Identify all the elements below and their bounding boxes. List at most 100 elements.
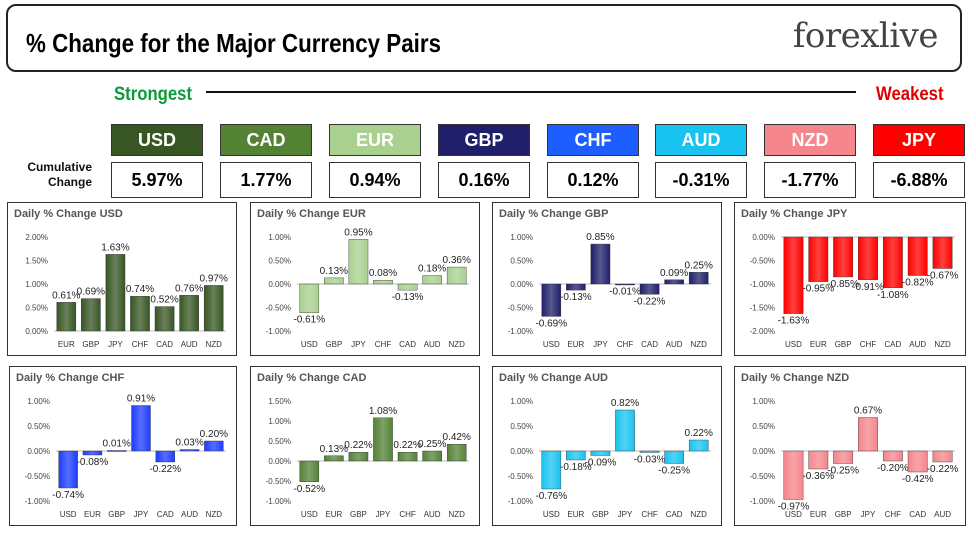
bar-aud <box>932 450 953 463</box>
cumulative-change-label: Cumulative Change <box>10 160 92 190</box>
x-tick-label: AUD <box>181 340 198 349</box>
y-tick-label: -0.50% <box>25 472 50 481</box>
data-label: 0.08% <box>369 268 397 279</box>
bar-jpy <box>615 409 635 452</box>
data-label: -0.42% <box>902 474 934 485</box>
data-label: -0.85% <box>827 279 859 290</box>
bar-usd <box>783 450 804 500</box>
bar-usd <box>783 236 804 314</box>
bar-cad <box>154 306 175 332</box>
data-label: -0.22% <box>927 464 959 475</box>
data-label: 0.82% <box>611 398 639 409</box>
bar-cad <box>639 283 660 295</box>
bar-aud <box>422 450 442 462</box>
y-tick-label: -0.50% <box>266 304 291 313</box>
x-tick-label: AUD <box>424 510 441 519</box>
chart-title: Daily % Change CHF <box>16 372 125 384</box>
data-label: -0.13% <box>560 292 592 303</box>
x-tick-label: EUR <box>325 510 342 519</box>
y-tick-label: -1.00% <box>508 327 533 336</box>
data-label: 0.42% <box>443 432 471 443</box>
x-tick-label: USD <box>60 510 77 519</box>
x-tick-label: CAD <box>884 340 901 349</box>
bar-usd <box>541 283 562 317</box>
x-tick-label: NZD <box>934 340 951 349</box>
y-tick-label: 0.00% <box>752 233 775 242</box>
data-label: -0.22% <box>634 296 666 307</box>
bar-eur <box>324 455 344 462</box>
bar-nzd <box>203 285 224 332</box>
data-label: -0.61% <box>293 315 325 326</box>
y-tick-label: -0.50% <box>508 304 533 313</box>
chart-panel-nzd: -1.00% -0.50% 0.00% 0.50% 1.00% -0.97% USD -0.3… <box>734 366 966 526</box>
x-tick-label: CHF <box>885 510 902 519</box>
data-label: -0.13% <box>392 292 424 303</box>
bar-jpy <box>590 243 611 285</box>
bar-eur <box>566 283 586 291</box>
bar-usd <box>541 450 562 490</box>
x-tick-label: AUD <box>666 340 683 349</box>
page-title: % Change for the Major Currency Pairs <box>26 28 442 58</box>
data-label: -0.69% <box>535 318 567 329</box>
x-tick-label: NZD <box>448 340 465 349</box>
bar-gbp <box>348 451 369 462</box>
x-tick-label: GBP <box>835 340 852 349</box>
x-tick-label: USD <box>785 340 802 349</box>
cumulative-label-line2: Change <box>47 175 92 189</box>
chart-title: Daily % Change AUD <box>499 372 609 384</box>
weakest-label: Weakest <box>876 84 944 105</box>
data-label: 0.01% <box>103 439 131 450</box>
data-label: 0.36% <box>443 255 471 266</box>
chart-panel-aud: -1.00% -0.50% 0.00% 0.50% 1.00% -0.76% USD -0.1… <box>492 366 722 526</box>
bar-eur <box>56 302 77 332</box>
bar-chart-svg: -1.00% -0.50% 0.00% 0.50% 1.00% -0.69% USD -0.1… <box>508 232 713 349</box>
data-label: -0.97% <box>778 502 810 513</box>
data-label: 1.63% <box>101 242 129 253</box>
data-label: 0.85% <box>586 232 614 243</box>
strength-scale-line <box>206 91 856 93</box>
bar-eur <box>808 450 829 470</box>
data-label: 0.91% <box>127 394 155 405</box>
y-tick-label: 0.00% <box>27 447 50 456</box>
bar-nzd <box>688 272 709 285</box>
y-tick-label: -2.00% <box>750 327 775 336</box>
bar-gbp <box>107 450 127 452</box>
chart-title: Daily % Change USD <box>14 208 123 220</box>
bar-usd <box>299 283 320 313</box>
y-tick-label: -0.50% <box>750 472 775 481</box>
cumulative-value: -0.31% <box>655 162 747 198</box>
x-tick-label: USD <box>543 340 560 349</box>
y-tick-label: -1.00% <box>25 497 50 506</box>
strongest-label: Strongest <box>114 84 193 105</box>
data-label: -0.52% <box>293 484 325 495</box>
data-label: 0.09% <box>660 268 688 279</box>
bar-aud <box>179 295 199 332</box>
bar-cad <box>397 283 418 291</box>
x-tick-label: EUR <box>58 340 75 349</box>
x-tick-label: NZD <box>448 510 465 519</box>
data-label: 0.95% <box>344 227 372 238</box>
data-label: 0.52% <box>150 295 178 306</box>
bar-nzd <box>204 440 224 452</box>
x-tick-label: GBP <box>325 340 342 349</box>
y-tick-label: 0.00% <box>268 280 291 289</box>
x-tick-label: NZD <box>690 510 707 519</box>
cumulative-value: -6.88% <box>873 162 965 198</box>
chart-title: Daily % Change NZD <box>741 372 850 384</box>
data-label: -0.91% <box>852 282 884 293</box>
currency-box-usd: USD 5.97% <box>111 124 203 198</box>
logo-text: forexlive <box>792 16 939 56</box>
y-tick-label: -1.00% <box>508 497 533 506</box>
data-label: 0.61% <box>52 290 80 301</box>
currency-code: CAD <box>220 124 312 156</box>
y-tick-label: 0.50% <box>268 257 291 266</box>
bar-chart-svg: -1.00% -0.50% 0.00% 0.50% 1.00% -0.76% USD -0.1… <box>508 397 713 519</box>
y-tick-label: 1.00% <box>268 233 291 242</box>
cumulative-value: 0.12% <box>547 162 639 198</box>
y-tick-label: -1.00% <box>750 280 775 289</box>
data-label: -0.08% <box>77 457 109 468</box>
data-label: 1.08% <box>369 406 397 417</box>
y-tick-label: 1.00% <box>510 397 533 406</box>
chart-title: Daily % Change JPY <box>741 208 848 220</box>
cumulative-value: 1.77% <box>220 162 312 198</box>
